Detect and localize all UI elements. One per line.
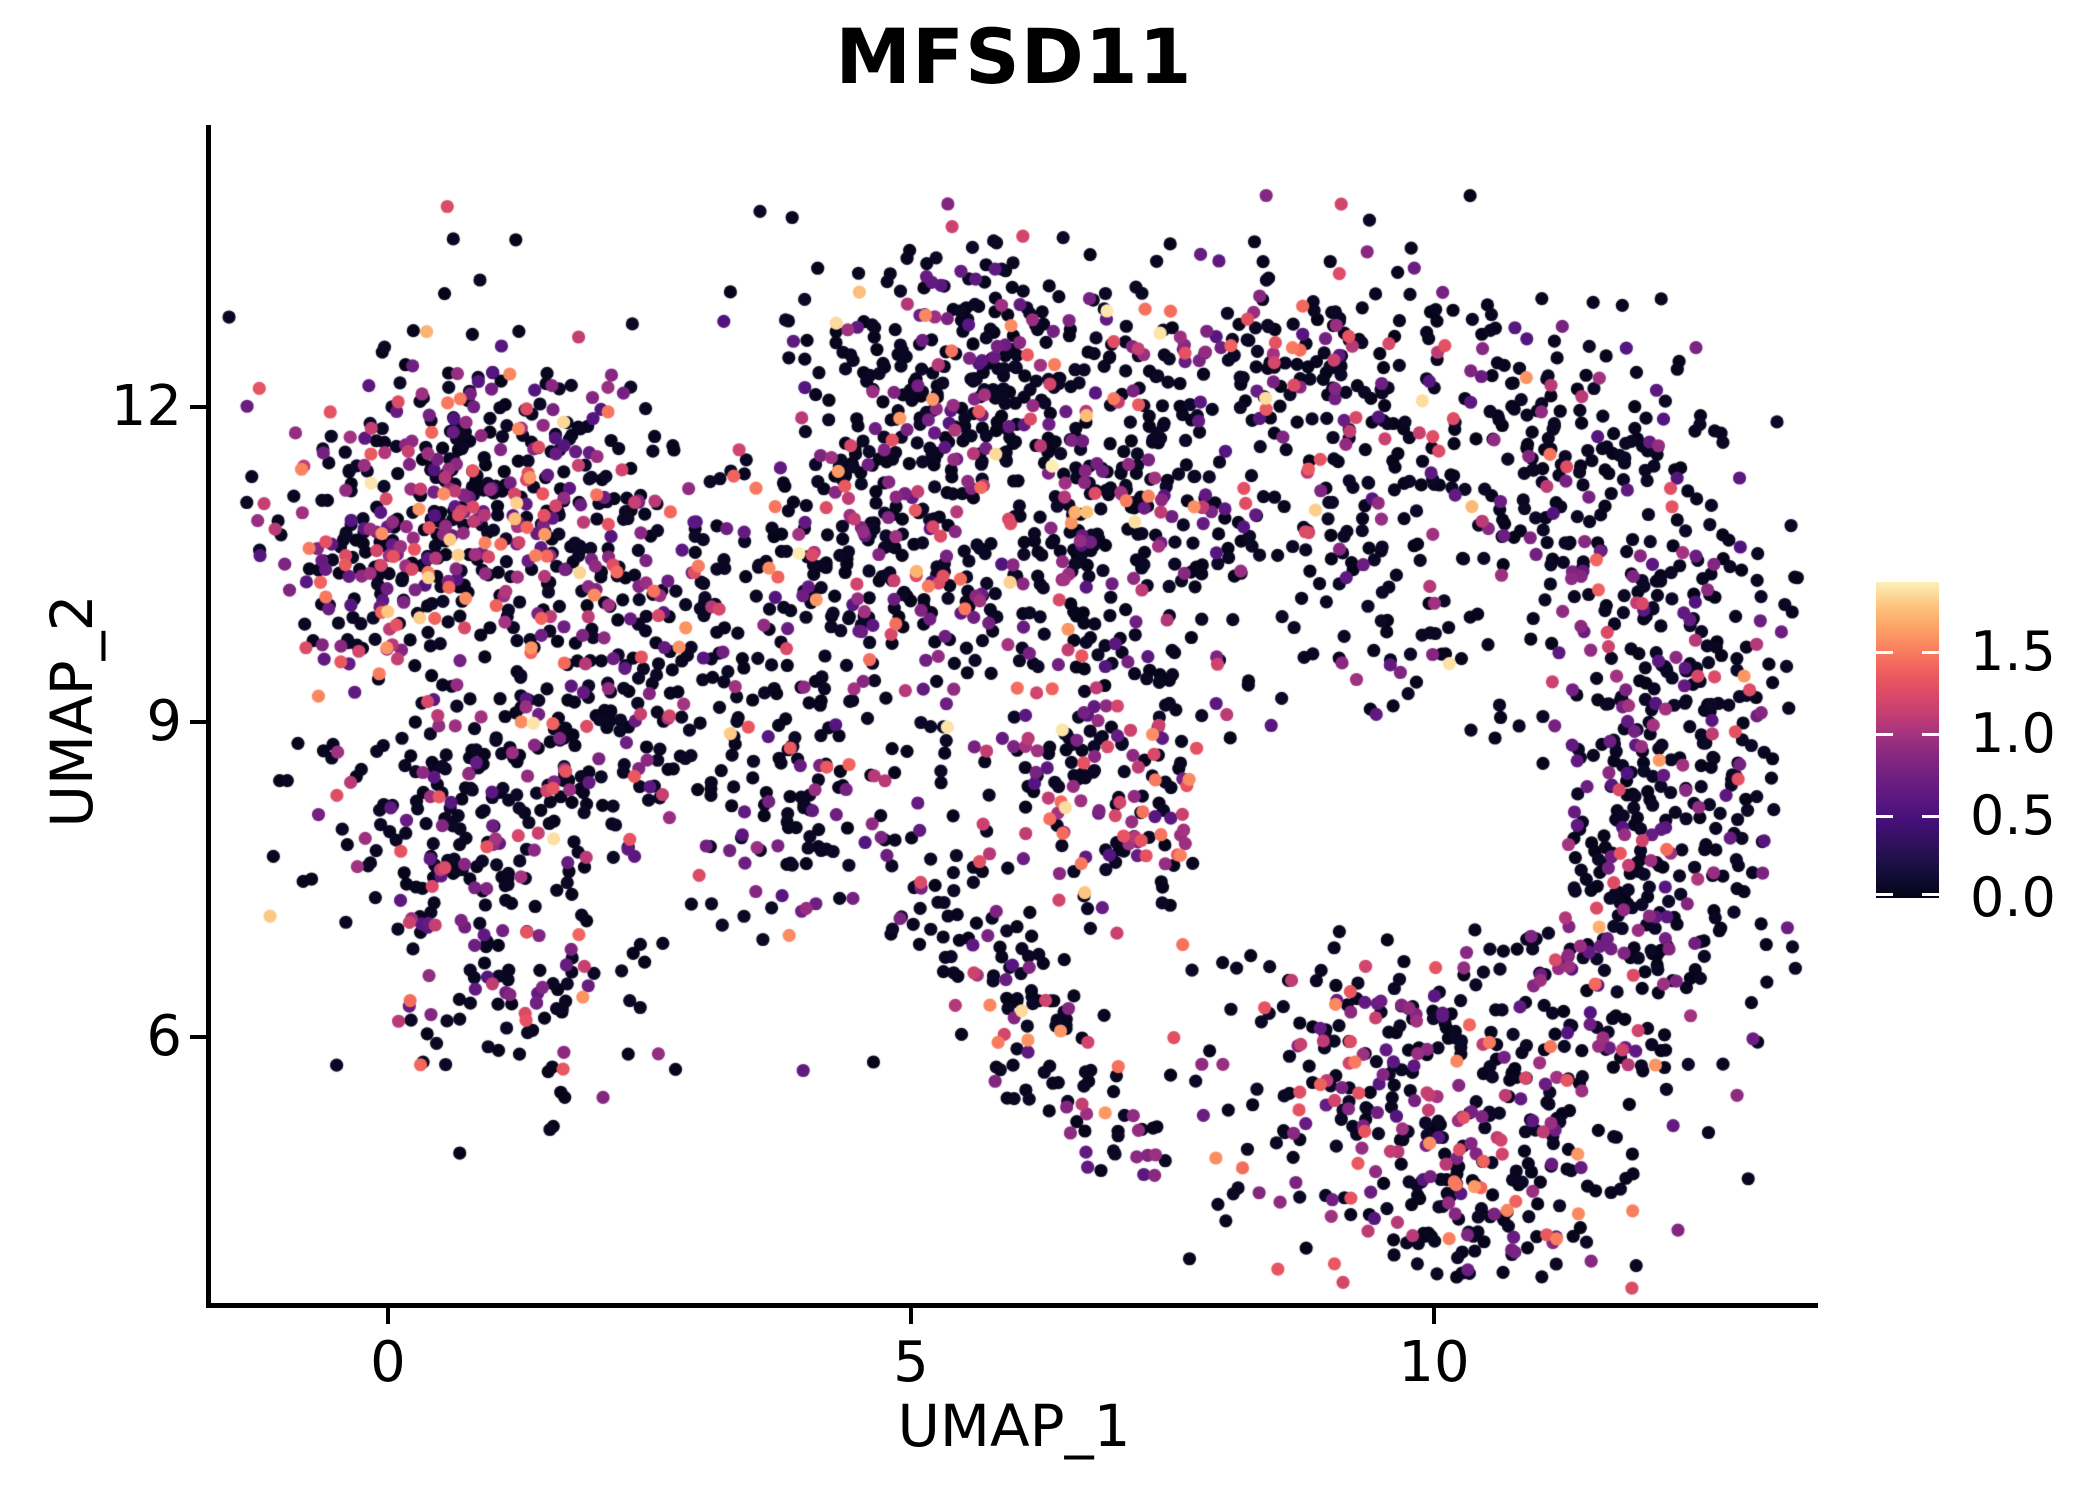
colorbar-tick-dash-0.5-left [1876,815,1893,819]
x-tick-mark-10 [1432,1308,1436,1324]
colorbar-tick-label-0.0: 0.0 [1970,866,2056,929]
x-tick-label-0: 0 [370,1330,406,1395]
x-axis-line [206,1303,1818,1308]
y-axis-label: UMAP_2 [38,594,106,828]
x-tick-mark-0 [386,1308,390,1324]
y-tick-mark-12 [190,405,206,409]
colorbar-tick-dash-1.0-right [1922,733,1939,737]
colorbar-tick-label-0.5: 0.5 [1970,784,2056,848]
x-tick-label-10: 10 [1398,1330,1470,1395]
y-tick-label-9: 9 [146,689,182,754]
x-tick-mark-5 [909,1308,913,1324]
y-tick-mark-9 [190,720,206,724]
y-tick-label-12: 12 [110,374,182,439]
colorbar-tick-dash-0.5-right [1922,815,1939,819]
colorbar-tick-label-1.5: 1.5 [1970,620,2056,684]
colorbar-gradient [1876,582,1939,898]
x-axis-label: UMAP_1 [897,1392,1131,1460]
colorbar-tick-label-1.0: 1.0 [1970,702,2056,766]
colorbar-tick-dash-1.0-left [1876,733,1893,737]
colorbar-tick-dash-0.0-right [1922,893,1939,896]
y-tick-label-6: 6 [146,1004,182,1069]
x-tick-label-5: 5 [893,1330,929,1395]
colorbar-tick-dash-0.0-left [1876,893,1893,896]
y-axis-line [206,125,211,1308]
colorbar-tick-dash-1.5-right [1922,651,1939,655]
y-tick-mark-6 [190,1035,206,1039]
colorbar-tick-dash-1.5-left [1876,651,1893,655]
